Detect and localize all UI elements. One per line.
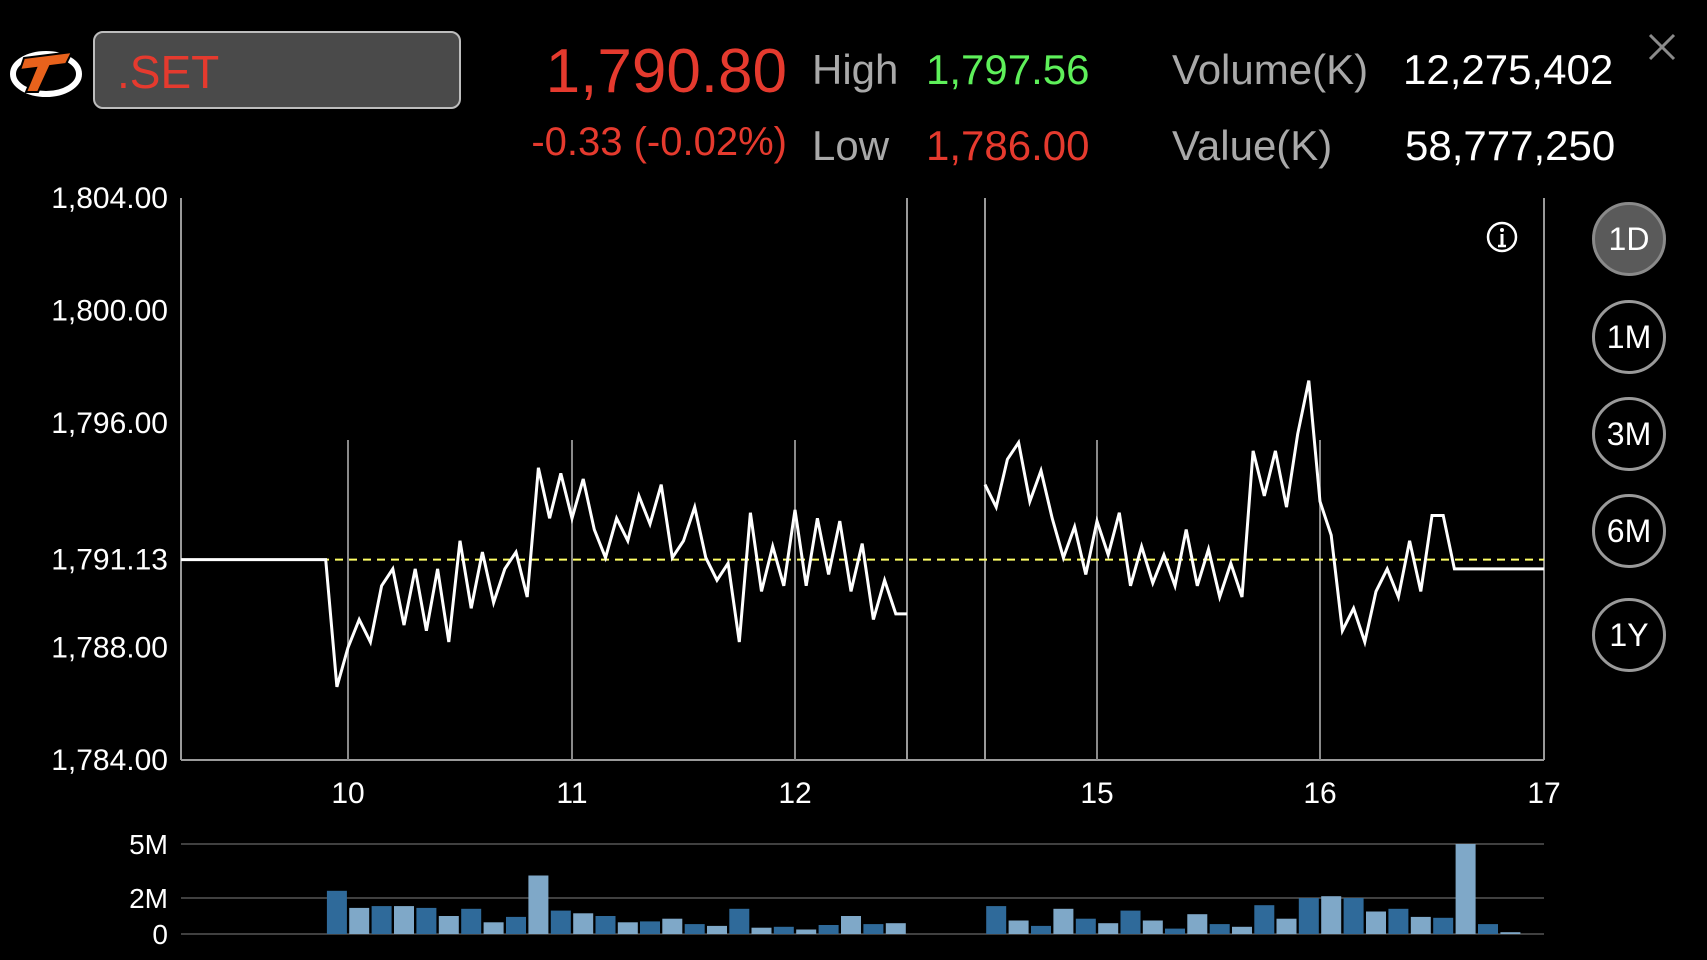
volume-bar bbox=[573, 913, 594, 934]
volume-bar bbox=[729, 908, 750, 934]
volume-bar bbox=[1232, 926, 1252, 934]
volume-bar bbox=[773, 926, 794, 934]
volume-bar bbox=[818, 925, 839, 934]
volume-bar bbox=[416, 907, 437, 934]
y-tick-label: 1,800.00 bbox=[51, 294, 168, 327]
volume-bar bbox=[1321, 896, 1342, 934]
volume-bar bbox=[796, 929, 817, 934]
volume-bar bbox=[1209, 924, 1230, 934]
brand-logo bbox=[10, 50, 82, 97]
volume-bar bbox=[1410, 916, 1431, 934]
last-price: 1,790.80 bbox=[545, 37, 787, 106]
volume-value: 12,275,402 bbox=[1403, 46, 1614, 93]
high-value: 1,797.56 bbox=[926, 46, 1090, 93]
volume-bar bbox=[1075, 918, 1096, 934]
y-tick-label: 1,784.00 bbox=[51, 744, 168, 777]
x-tick-label: 15 bbox=[1080, 777, 1113, 810]
volume-bar bbox=[662, 918, 683, 934]
period-button-1m[interactable]: 1M bbox=[1592, 300, 1666, 374]
volume-bar bbox=[1008, 920, 1029, 934]
price-series-line-0 bbox=[181, 467, 907, 688]
volume-bar bbox=[1366, 911, 1386, 934]
volume-bar bbox=[1053, 908, 1074, 934]
volume-bar bbox=[863, 924, 884, 934]
info-icon[interactable] bbox=[1485, 220, 1519, 254]
price-change: -0.33 (-0.02%) bbox=[531, 120, 787, 164]
volume-bar bbox=[986, 906, 1007, 934]
volume-bar bbox=[1478, 924, 1498, 934]
y-tick-label: 1,804.00 bbox=[51, 182, 168, 215]
value-value: 58,777,250 bbox=[1405, 122, 1616, 169]
volume-bar bbox=[1254, 905, 1275, 934]
volume-bar bbox=[1500, 932, 1521, 934]
reference-label: 1,791.13 bbox=[51, 544, 168, 577]
value-label: Value(K) bbox=[1172, 122, 1333, 169]
low-label: Low bbox=[812, 122, 890, 169]
volume-bar bbox=[595, 916, 616, 934]
volume-bar bbox=[371, 906, 392, 934]
volume-y-tick-label: 2M bbox=[129, 883, 168, 914]
x-tick-label: 10 bbox=[331, 777, 364, 810]
volume-bar bbox=[1142, 920, 1163, 934]
period-button-6m[interactable]: 6M bbox=[1592, 494, 1666, 568]
x-tick-label: 12 bbox=[778, 777, 811, 810]
period-button-1d[interactable]: 1D bbox=[1592, 202, 1666, 276]
high-label: High bbox=[812, 46, 899, 93]
x-tick-label: 17 bbox=[1527, 777, 1560, 810]
period-button-3m[interactable]: 3M bbox=[1592, 397, 1666, 471]
volume-bar bbox=[640, 921, 660, 934]
volume-bar bbox=[1455, 844, 1476, 934]
volume-bar bbox=[1165, 928, 1185, 934]
volume-bar bbox=[885, 923, 906, 934]
x-tick-label: 16 bbox=[1303, 777, 1336, 810]
volume-bar bbox=[1031, 925, 1051, 934]
volume-bar bbox=[349, 907, 370, 934]
symbol-search-box[interactable]: .SET bbox=[93, 31, 461, 109]
volume-bar bbox=[1298, 898, 1319, 934]
volume-bar bbox=[483, 922, 504, 934]
volume-bar bbox=[1276, 918, 1297, 934]
volume-bar bbox=[617, 922, 638, 934]
volume-bar bbox=[1187, 914, 1208, 934]
volume-bar bbox=[707, 925, 727, 934]
volume-bar bbox=[438, 916, 459, 934]
volume-bar bbox=[1120, 910, 1141, 934]
volume-bar bbox=[1098, 923, 1119, 934]
volume-bar bbox=[1343, 898, 1364, 934]
volume-label: Volume(K) bbox=[1172, 46, 1369, 93]
period-button-1y[interactable]: 1Y bbox=[1592, 598, 1666, 672]
close-icon[interactable] bbox=[1645, 30, 1679, 64]
price-series-line-1 bbox=[983, 380, 1544, 648]
volume-bar bbox=[684, 924, 705, 934]
volume-bar bbox=[841, 916, 861, 934]
x-tick-label: 11 bbox=[556, 777, 587, 810]
low-value: 1,786.00 bbox=[926, 122, 1090, 169]
volume-y-tick-label: 0 bbox=[152, 919, 168, 950]
y-tick-label: 1,796.00 bbox=[51, 407, 168, 440]
symbol-text: .SET bbox=[117, 46, 220, 98]
volume-bar bbox=[1433, 917, 1454, 934]
volume-bar bbox=[326, 890, 347, 934]
volume-bar bbox=[506, 916, 526, 934]
volume-bar bbox=[550, 910, 571, 934]
volume-bar bbox=[394, 906, 414, 934]
volume-bar bbox=[461, 908, 482, 934]
volume-bar bbox=[528, 875, 549, 934]
volume-y-tick-label: 5M bbox=[129, 829, 168, 860]
y-tick-label: 1,788.00 bbox=[51, 632, 168, 665]
volume-bar bbox=[751, 927, 772, 934]
volume-bar bbox=[1388, 908, 1409, 934]
